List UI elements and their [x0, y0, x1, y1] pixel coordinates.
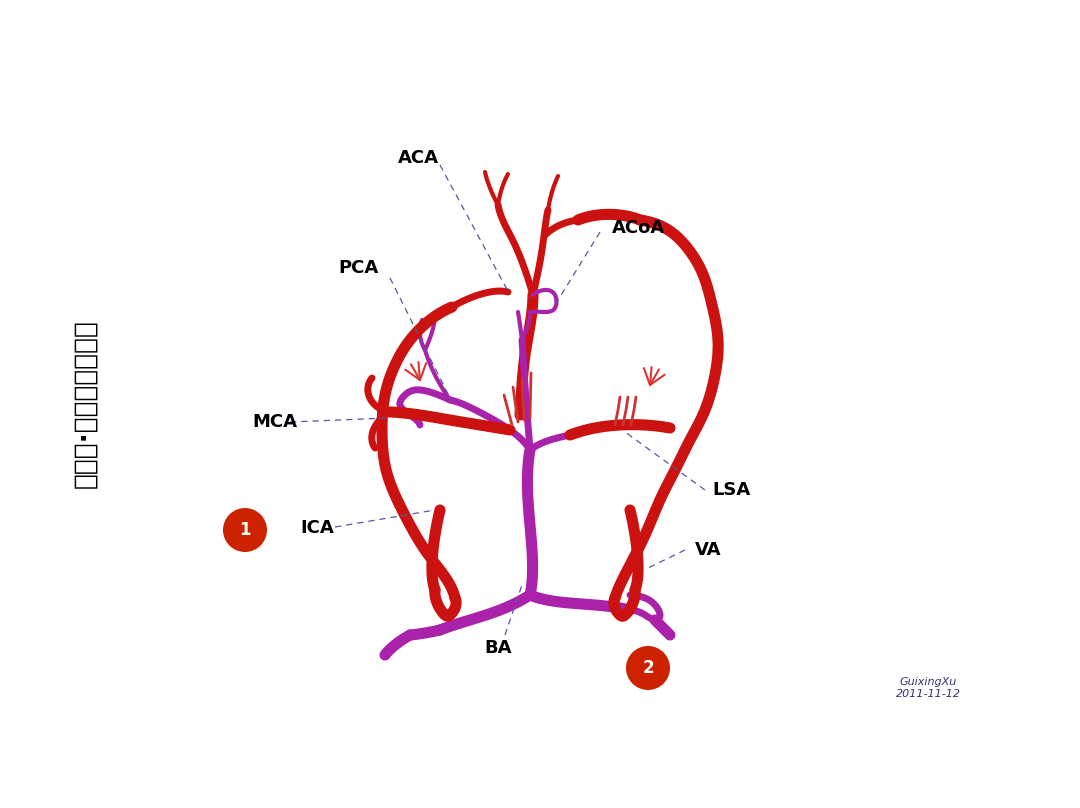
- Text: 冠状位·脑两大供血系统: 冠状位·脑两大供血系统: [72, 319, 98, 489]
- Text: VA: VA: [696, 541, 721, 559]
- Circle shape: [222, 508, 267, 552]
- Text: GuixingXu
2011-11-12: GuixingXu 2011-11-12: [895, 677, 960, 699]
- Text: BA: BA: [484, 639, 512, 657]
- Text: ACA: ACA: [397, 149, 438, 167]
- Text: ACoA: ACoA: [612, 219, 665, 237]
- Text: MCA: MCA: [252, 413, 297, 431]
- Text: PCA: PCA: [338, 259, 378, 277]
- Text: 1: 1: [240, 521, 251, 539]
- Circle shape: [626, 646, 670, 690]
- Text: ICA: ICA: [300, 519, 334, 537]
- Text: 2: 2: [643, 659, 653, 677]
- Text: LSA: LSA: [712, 481, 751, 499]
